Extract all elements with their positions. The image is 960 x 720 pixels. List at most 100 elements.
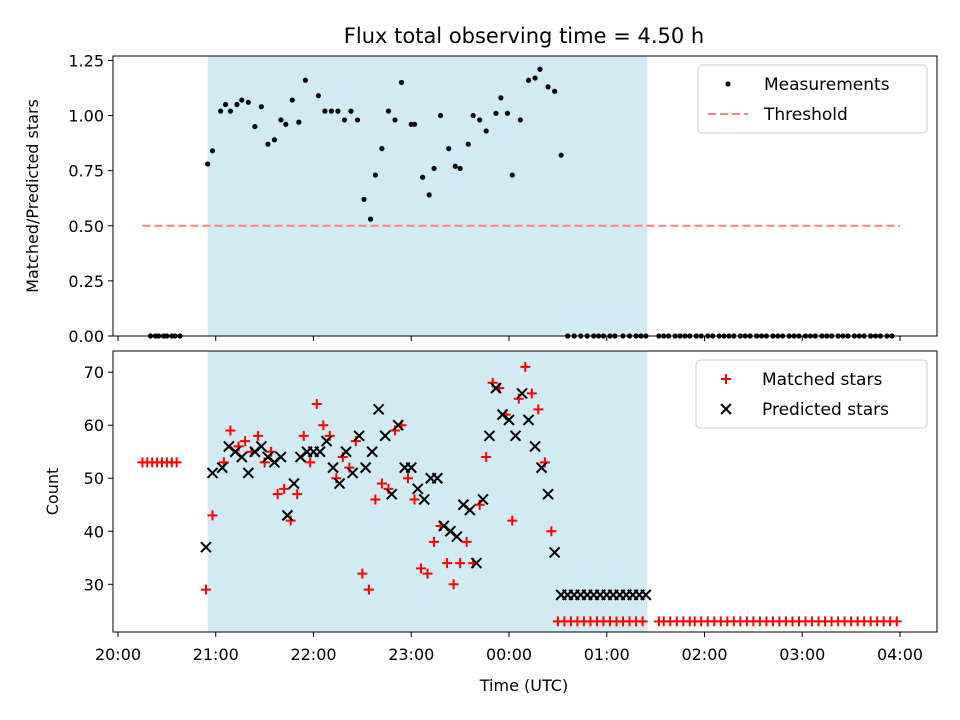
measurement-point: [537, 66, 543, 72]
measurement-point: [245, 99, 251, 105]
matched-stars-point: [409, 494, 420, 505]
measurement-point: [398, 79, 405, 86]
y-tick-label: 1.25: [68, 51, 104, 70]
measurement-point: [341, 117, 348, 123]
measurement-point: [283, 121, 289, 127]
matched-stars-point: [422, 568, 433, 579]
measurement-point: [252, 123, 258, 130]
matched-stars-point: [311, 399, 322, 410]
chart-title: Flux total observing time = 4.50 h: [344, 24, 704, 48]
measurement-point: [431, 165, 437, 172]
measurement-point: [335, 108, 341, 114]
predicted-stars-point: [392, 419, 404, 431]
y-tick-label: 1.00: [68, 107, 104, 126]
measurement-point: [205, 161, 211, 167]
matched-stars-point: [363, 584, 374, 595]
measurement-point: [258, 104, 264, 110]
x-tick-label: 21:00: [193, 645, 239, 664]
matched-stars-point: [279, 483, 290, 494]
predicted-stars-point: [503, 414, 515, 426]
measurement-point: [234, 101, 240, 108]
predicted-stars-point: [366, 446, 378, 458]
matched-stars-point: [481, 452, 492, 463]
matched-stars-point: [207, 510, 218, 521]
predicted-stars-point: [242, 467, 255, 479]
matched-stars-point: [292, 489, 303, 500]
predicted-stars-point: [200, 541, 212, 553]
measurement-point: [379, 145, 385, 152]
bottom-legend: Matched stars Predicted stars: [695, 359, 928, 429]
predicted-stars-point: [206, 467, 219, 479]
x-tick-label: 20:00: [95, 645, 141, 664]
measurement-point: [302, 77, 308, 83]
matched-stars-point: [533, 404, 544, 415]
matched-stars-point: [429, 536, 440, 547]
measurement-point: [498, 95, 504, 101]
predicted-stars-point: [216, 461, 228, 474]
measurement-point: [470, 112, 476, 119]
measurement-point: [322, 108, 328, 114]
matched-stars-point: [200, 584, 211, 595]
measurement-point: [532, 75, 538, 81]
measurement-point: [348, 108, 354, 114]
x-ticks: 20:00 21:00 22:00 23:00 00:00 01:00 02:00 03:00…: [95, 336, 923, 664]
bottom-plot-frame: [112, 350, 938, 633]
predicted-stars-point: [431, 472, 444, 484]
predicted-stars-point: [548, 546, 561, 559]
matched-stars-point: [357, 568, 368, 579]
measurement-point: [296, 119, 302, 125]
predicted-stars-point: [470, 557, 483, 569]
matched-stars-point: [507, 515, 518, 526]
measurement-point: [265, 141, 271, 147]
predicted-stars-point: [379, 430, 391, 442]
legend-label: Measurements: [764, 75, 890, 95]
predicted-stars-point: [288, 477, 300, 490]
top-legend: Measurements Threshold: [697, 64, 928, 134]
predicted-stars-point: [477, 493, 489, 506]
predicted-stars-point: [490, 382, 502, 394]
measurement-point: [315, 93, 321, 99]
y-tick-label: 30: [84, 575, 104, 594]
measurement-point: [426, 192, 432, 198]
x-tick-label: 00:00: [486, 645, 532, 664]
predicted-stars-point: [359, 461, 372, 474]
predicted-stars-point: [281, 509, 294, 522]
bottom-y-ticks: 30 40 50 60 70: [84, 363, 113, 594]
bottom-panel: 30 40 50 60 70 Count Matched stars Predicted …: [43, 350, 938, 633]
predicted-stars-point: [353, 430, 365, 442]
matched-stars-point: [448, 579, 459, 590]
matched-stars-point: [402, 473, 413, 484]
matched-stars-point: [442, 558, 453, 569]
predicted-stars-point: [483, 430, 496, 442]
x-tick-label: 02:00: [681, 645, 727, 664]
matched-stars-point: [637, 616, 648, 627]
measurement-point: [239, 97, 245, 103]
legend-label: Matched stars: [762, 370, 882, 390]
x-tick-label: 01:00: [584, 645, 630, 664]
predicted-stars-point: [255, 440, 268, 453]
matched-stars-point: [370, 494, 381, 505]
legend-box: [695, 359, 928, 429]
matched-stars-point: [526, 388, 537, 399]
matched-stars-point: [253, 430, 264, 441]
measurement-point: [477, 117, 483, 123]
matched-stars-point: [520, 361, 531, 372]
x-tick-label: 23:00: [388, 645, 434, 664]
measurement-point: [493, 110, 499, 116]
predicted-stars-point: [333, 477, 346, 490]
measurement-point: [361, 196, 367, 202]
matched-stars-point: [318, 420, 329, 431]
matched-stars-point: [225, 425, 236, 436]
measurement-point: [411, 121, 418, 127]
legend-predicted-swatch: [720, 403, 732, 415]
top-plot-frame: [112, 55, 938, 337]
predicted-stars-point: [236, 451, 248, 463]
y-tick-label: 0.00: [68, 327, 104, 346]
matched-stars-point: [298, 430, 309, 441]
measurement-point: [392, 117, 398, 123]
measurement-point: [457, 165, 463, 172]
predicted-stars-point: [412, 483, 424, 495]
legend-label: Predicted stars: [762, 400, 889, 420]
matched-stars-point: [461, 536, 472, 547]
